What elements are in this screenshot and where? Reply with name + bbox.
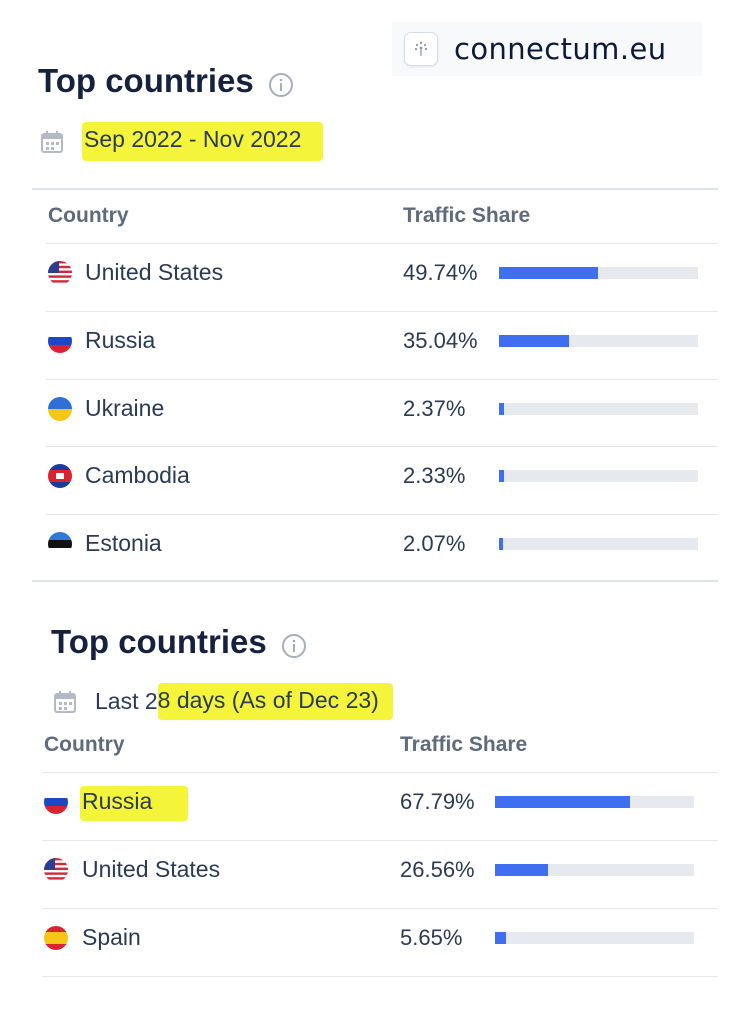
table-row[interactable]: United States 49.74% — [46, 243, 718, 311]
kh-flag-icon — [48, 464, 72, 489]
traffic-share-bar — [499, 538, 698, 551]
column-header-traffic-share[interactable]: Traffic Share — [403, 204, 531, 227]
ee-flag-icon — [48, 532, 72, 557]
country-name[interactable]: United States — [85, 259, 224, 285]
traffic-share-bar — [499, 470, 698, 483]
traffic-share-value: 2.37% — [403, 395, 466, 421]
traffic-share-bar — [495, 931, 694, 944]
table-row[interactable]: Russia 35.04% — [46, 310, 718, 379]
ru-flag-icon — [48, 328, 72, 353]
table-row[interactable]: Ukraine 2.37% — [46, 378, 718, 447]
table-row[interactable]: Russia 67.79% — [42, 772, 718, 840]
date-range-text: 8 days (As of Dec 23) — [157, 683, 393, 720]
traffic-share-bar-fill — [499, 538, 504, 551]
traffic-share-bar-fill — [499, 267, 598, 279]
country-name[interactable]: United States — [82, 855, 221, 882]
traffic-share-bar-fill — [495, 863, 548, 876]
section-divider — [32, 580, 718, 582]
traffic-share-bar-fill — [499, 470, 504, 483]
traffic-share-value: 67.79% — [400, 789, 475, 814]
traffic-share-bar-fill — [495, 931, 507, 944]
column-header-traffic-share[interactable]: Traffic Share — [400, 733, 528, 756]
table-row[interactable]: United States 26.56% — [42, 839, 718, 908]
country-name[interactable]: Russia — [80, 786, 189, 821]
logo-icon — [404, 32, 438, 66]
traffic-share-bar — [499, 402, 698, 415]
traffic-share-bar-fill — [499, 402, 504, 415]
panel-1-title-text: Top countries — [38, 62, 254, 99]
us-flag-icon — [44, 857, 68, 882]
table-row[interactable]: Cambodia 2.33% — [46, 446, 718, 514]
traffic-share-bar-fill — [495, 796, 630, 808]
country-name[interactable]: Spain — [82, 923, 141, 950]
traffic-share-bar — [495, 796, 694, 808]
table-row[interactable]: Estonia 2.07% — [46, 514, 718, 582]
info-icon[interactable] — [268, 68, 294, 97]
section-divider — [32, 188, 718, 190]
calendar-icon — [53, 690, 77, 714]
traffic-share-value: 35.04% — [403, 327, 478, 353]
column-header-country[interactable]: Country — [48, 204, 129, 227]
panel-2-title: Top countries — [51, 623, 307, 661]
traffic-share-value: 2.07% — [403, 531, 466, 557]
panel-1-title: Top countries — [38, 62, 294, 100]
table-row[interactable]: Spain 5.65% — [42, 907, 718, 977]
panel-1-date: Sep 2022 - Nov 2022 — [40, 122, 324, 161]
traffic-share-value: 2.33% — [403, 463, 466, 489]
traffic-share-value: 26.56% — [400, 856, 475, 882]
es-flag-icon — [44, 925, 68, 950]
traffic-share-value: 5.65% — [400, 924, 463, 950]
traffic-share-bar — [495, 863, 694, 876]
calendar-icon — [40, 130, 64, 154]
logo: connectum.eu — [392, 22, 702, 76]
ua-flag-icon — [48, 396, 72, 421]
traffic-share-bar — [499, 334, 698, 347]
date-prefix: Last 2 — [95, 688, 158, 714]
traffic-share-value: 49.74% — [403, 260, 478, 285]
panel-2-title-text: Top countries — [51, 623, 267, 660]
traffic-share-bar-fill — [499, 334, 569, 347]
date-range-text: Sep 2022 - Nov 2022 — [82, 122, 324, 161]
country-name[interactable]: Cambodia — [85, 462, 190, 489]
logo-text: connectum.eu — [454, 32, 667, 66]
info-icon[interactable] — [281, 629, 307, 658]
country-name[interactable]: Estonia — [85, 530, 162, 557]
traffic-share-bar — [499, 267, 698, 279]
ru-flag-icon — [44, 790, 68, 814]
column-header-country[interactable]: Country — [44, 733, 125, 756]
country-name[interactable]: Ukraine — [85, 394, 165, 421]
country-name[interactable]: Russia — [85, 326, 156, 353]
us-flag-icon — [48, 261, 72, 285]
